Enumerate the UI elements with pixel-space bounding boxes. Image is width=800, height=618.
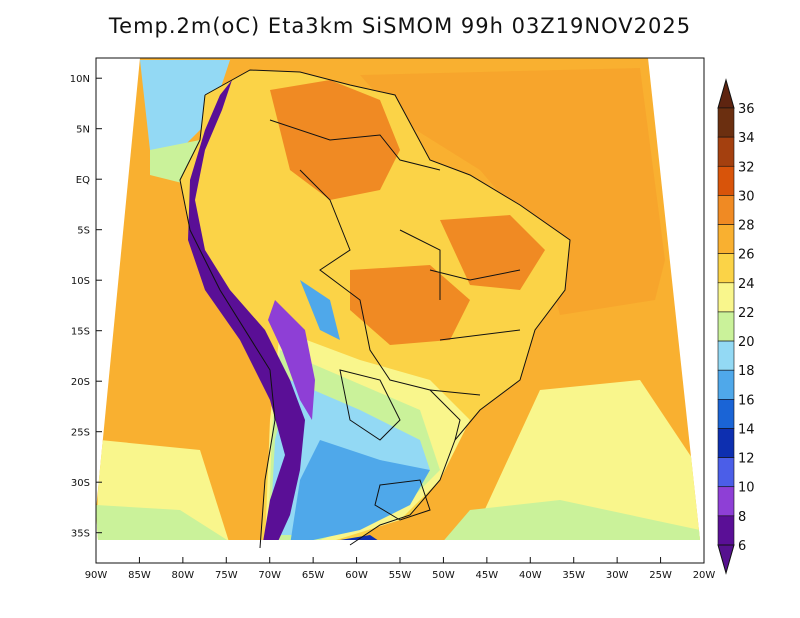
border-uruguay [374,479,431,521]
lon-label: 65W [302,570,325,581]
colorbar-bin [717,486,735,517]
colorbar-bin [717,311,735,342]
colorbar-bin [717,399,735,429]
colorbar-bin [717,165,735,196]
border-brazil-west [299,169,461,441]
lat-label: 30S [71,478,90,489]
lon-label: 35W [562,570,585,581]
lon-label: 25W [649,570,672,581]
colorbar-label: 8 [738,510,746,525]
border-brazil-states [399,229,521,396]
country-borders [179,69,571,549]
lat-label: EQ [76,175,90,186]
andes-purple-core [268,300,315,420]
colorbar-max-arrow [717,78,735,109]
lon-label: 90W [85,570,108,581]
colorbar-label: 34 [738,131,755,146]
lon-label: 60W [345,570,368,581]
lon-label: 80W [172,570,195,581]
colorbar-bin [717,340,735,371]
northeast-hot-area [440,215,545,290]
colorbar-bin [717,224,735,254]
colorbar-bin [717,253,735,284]
lon-label: 70W [258,570,281,581]
latitude-axis: 10N 5N EQ 5S 10S 15S 20S 25S 30S 35S [70,74,102,540]
colorbar-label: 30 [738,189,755,204]
lat-label: 10S [71,276,90,287]
colorbar-label: 36 [738,102,755,117]
lat-label: 10N [70,74,90,85]
map-title: Temp.2m(oC) Eta3km SiSMOM 99h 03Z19NOV20… [108,14,692,38]
pacific-north-cool [140,60,230,160]
colorbar-label: 20 [738,335,755,350]
lon-label: 50W [432,570,455,581]
lon-label: 85W [128,570,151,581]
lon-label: 75W [215,570,238,581]
colorbar-label: 28 [738,219,755,234]
lon-label: 40W [519,570,542,581]
colorbar-label: 32 [738,160,755,175]
temperature-colorbar: 36 34 32 30 28 26 24 22 20 18 16 14 12 10 8 6 [717,78,755,575]
colorbar-label: 26 [738,248,755,263]
colorbar-bin [717,195,735,225]
lon-label: 20W [693,570,716,581]
border-brazil-north [269,119,441,171]
lat-label: 35S [71,529,90,540]
atlantic-warm-band [360,68,665,315]
lon-label: 55W [389,570,412,581]
colorbar-bin [717,457,735,488]
lat-label: 20S [71,377,90,388]
lat-label: 5S [77,226,90,237]
south-atlantic-green [440,500,700,540]
colorbar-bin [717,282,735,313]
colorbar-bin [717,107,735,138]
temperature-field [96,58,700,540]
colorbar-label: 24 [738,277,755,292]
andes-blue-flank [300,280,340,340]
coastline [179,69,571,549]
southern-cone-blue [290,440,430,540]
rio-de-la-plata-deep-blue [340,535,385,540]
border-paraguay [339,369,401,441]
colorbar-bin [717,369,735,400]
colorbar-label: 6 [738,539,746,554]
colorbar-min-arrow [717,544,735,575]
lat-label: 5N [76,125,90,136]
colorbar-label: 22 [738,306,755,321]
lat-label: 15S [71,327,90,338]
longitude-axis: 90W 85W 80W 75W 70W 65W 60W 55W 50W 45W 40W 35W 30W 2… [85,557,716,581]
lat-label: 25S [71,428,90,439]
colorbar-label: 18 [738,364,755,379]
colorbar-label: 16 [738,393,755,408]
colorbar-bin [717,428,735,458]
colorbar-bin [717,515,735,546]
colorbar-label: 12 [738,452,755,467]
andes-cold-ridge [188,80,305,540]
colorbar-label: 10 [738,481,755,496]
lon-label: 45W [476,570,499,581]
pacific-green-strip [96,505,235,540]
colorbar-label: 14 [738,422,755,437]
colorbar-bin [717,136,735,167]
lon-label: 30W [606,570,629,581]
